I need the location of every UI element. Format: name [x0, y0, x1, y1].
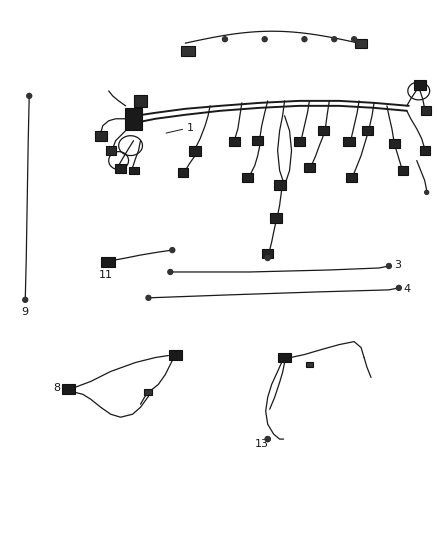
Text: 1: 1 — [187, 123, 194, 133]
Bar — [414, 80, 426, 90]
Bar — [278, 352, 291, 362]
Text: 3: 3 — [394, 260, 401, 270]
Circle shape — [265, 437, 270, 441]
Bar — [101, 256, 115, 268]
Bar — [63, 384, 75, 394]
Circle shape — [332, 37, 337, 42]
Bar — [421, 107, 431, 115]
Circle shape — [425, 190, 429, 195]
Circle shape — [223, 37, 227, 42]
Text: 8: 8 — [53, 383, 60, 393]
Bar — [389, 139, 400, 148]
Text: 9: 9 — [21, 307, 28, 317]
Text: 11: 11 — [99, 270, 113, 280]
Bar — [115, 164, 126, 173]
Circle shape — [170, 248, 175, 253]
Bar — [294, 137, 305, 146]
Text: 4: 4 — [404, 284, 411, 294]
Circle shape — [352, 37, 357, 42]
Circle shape — [146, 295, 151, 300]
Bar — [124, 108, 142, 130]
Bar — [262, 248, 273, 257]
Bar — [306, 362, 313, 367]
Bar — [343, 137, 355, 146]
Bar — [270, 213, 282, 223]
Bar — [169, 350, 182, 360]
Bar — [274, 181, 286, 190]
Circle shape — [27, 93, 32, 99]
Bar — [106, 146, 116, 155]
Bar — [129, 166, 138, 174]
Circle shape — [302, 37, 307, 42]
Bar — [318, 126, 329, 135]
Bar — [362, 126, 373, 135]
Circle shape — [168, 270, 173, 274]
Bar — [145, 389, 152, 395]
Circle shape — [265, 255, 270, 261]
Bar — [242, 173, 253, 182]
Bar — [252, 136, 263, 145]
Bar — [420, 146, 430, 155]
Bar — [178, 168, 188, 177]
Bar — [181, 46, 195, 56]
Bar — [134, 95, 148, 107]
Circle shape — [265, 437, 270, 441]
Circle shape — [23, 297, 28, 302]
Bar — [95, 131, 107, 141]
Bar — [304, 163, 315, 172]
Circle shape — [386, 263, 392, 269]
Bar — [189, 146, 201, 156]
Bar — [398, 166, 408, 175]
Circle shape — [262, 37, 267, 42]
Circle shape — [396, 285, 401, 290]
Bar — [346, 173, 357, 182]
Bar — [230, 137, 240, 146]
Text: 13: 13 — [255, 439, 269, 449]
Bar — [355, 39, 367, 47]
